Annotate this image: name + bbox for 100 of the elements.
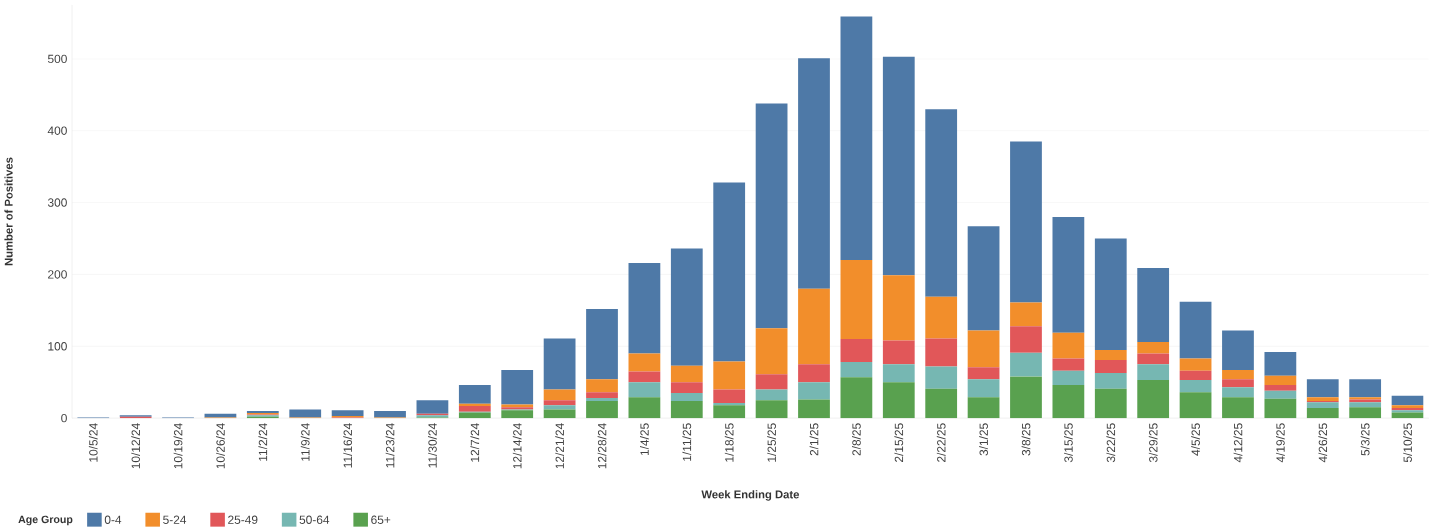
bar: [713, 402, 746, 406]
bar: [501, 369, 534, 405]
bar: [628, 382, 661, 398]
y-tick-label: 500: [47, 54, 67, 63]
bar: [1306, 402, 1339, 408]
y-tick-label: 200: [48, 270, 67, 279]
bar: [458, 384, 491, 404]
y-tick-label: 300: [47, 198, 67, 207]
bar: [1264, 390, 1297, 399]
bar: [1137, 353, 1170, 365]
x-tick-label: 1/25/25: [767, 423, 776, 462]
bar: [586, 397, 618, 401]
bar: [1137, 364, 1170, 380]
bar: [840, 377, 873, 418]
bar: [925, 338, 958, 367]
bar: [840, 259, 873, 339]
bar: [670, 382, 703, 393]
bar: [1264, 398, 1297, 418]
x-tick-label: 10/5/24: [88, 423, 98, 462]
x-tick-label: 1/18/25: [724, 423, 734, 462]
bar: [1094, 349, 1127, 360]
bar: [1137, 379, 1170, 418]
bar: [628, 397, 661, 418]
bar: [543, 405, 576, 410]
legend-label: 0-4: [104, 515, 122, 524]
bar: [1222, 330, 1254, 370]
x-tick-label: 5/10/25: [1403, 423, 1412, 462]
bar: [1094, 359, 1127, 373]
bar: [1052, 384, 1085, 418]
bar: [289, 409, 322, 418]
legend-label: 50-64: [299, 515, 330, 524]
bar: [882, 364, 915, 383]
bar: [1306, 379, 1339, 398]
x-tick-label: 11/16/24: [343, 423, 352, 468]
bar: [543, 338, 576, 390]
bar: [840, 361, 873, 377]
bar: [1052, 370, 1085, 385]
bar: [628, 371, 661, 383]
x-tick-label: 12/28/24: [597, 423, 607, 469]
x-tick-label: 12/7/24: [470, 423, 480, 462]
x-tick-label: 11/23/24: [385, 423, 395, 468]
bar: [713, 405, 746, 418]
bar: [1010, 302, 1042, 326]
bar: [798, 399, 830, 418]
y-tick-label: 400: [47, 126, 67, 135]
bar: [882, 340, 915, 365]
bar: [586, 379, 618, 393]
x-tick-label: 10/26/24: [216, 423, 225, 469]
bar: [628, 353, 661, 372]
bar: [1391, 395, 1424, 406]
x-tick-label: 10/12/24: [131, 423, 141, 469]
bar: [967, 379, 1000, 398]
bar: [1264, 384, 1297, 391]
bar: [586, 392, 618, 398]
bar: [1222, 397, 1254, 418]
bar: [670, 365, 703, 383]
bar: [713, 389, 746, 403]
bar: [713, 182, 746, 362]
bar: [1094, 372, 1127, 389]
x-axis-title: Week Ending Date: [701, 489, 799, 501]
bar: [840, 338, 873, 362]
x-tick-label: 2/15/25: [894, 423, 904, 462]
legend-title: Age Group: [18, 515, 73, 526]
bar: [798, 57, 830, 289]
bar: [1391, 412, 1424, 418]
bar: [1179, 392, 1212, 418]
bar: [1179, 301, 1212, 359]
bar: [755, 374, 788, 390]
bar: [1179, 370, 1212, 380]
bar: [798, 288, 830, 365]
bar: [967, 366, 1000, 380]
bar: [1010, 325, 1042, 353]
x-tick-label: 12/14/24: [512, 423, 522, 469]
bar: [1137, 341, 1170, 354]
x-tick-label: 2/22/25: [936, 423, 946, 462]
bar: [882, 274, 915, 341]
bar: [1179, 379, 1212, 393]
bar: [882, 382, 915, 418]
y-axis-title: Number of Positives: [4, 157, 13, 266]
bar: [543, 389, 576, 400]
bar: [1349, 407, 1382, 418]
bar: [1222, 379, 1254, 388]
bar: [628, 262, 661, 354]
x-tick-label: 11/2/24: [258, 422, 268, 461]
bar: [755, 103, 788, 329]
bar: [967, 397, 1000, 418]
bar: [1349, 379, 1382, 398]
bar: [1137, 267, 1170, 342]
bar: [458, 412, 491, 418]
x-tick-label: 12/21/24: [555, 423, 564, 469]
legend-label: 65+: [371, 515, 391, 524]
bar: [501, 410, 534, 418]
bar: [798, 382, 830, 400]
y-tick-label: 100: [48, 341, 67, 351]
bar: [1010, 141, 1042, 303]
bar: [331, 410, 364, 416]
bar: [755, 328, 788, 375]
bar: [543, 399, 576, 406]
bar: [755, 399, 788, 418]
bar: [755, 389, 788, 400]
